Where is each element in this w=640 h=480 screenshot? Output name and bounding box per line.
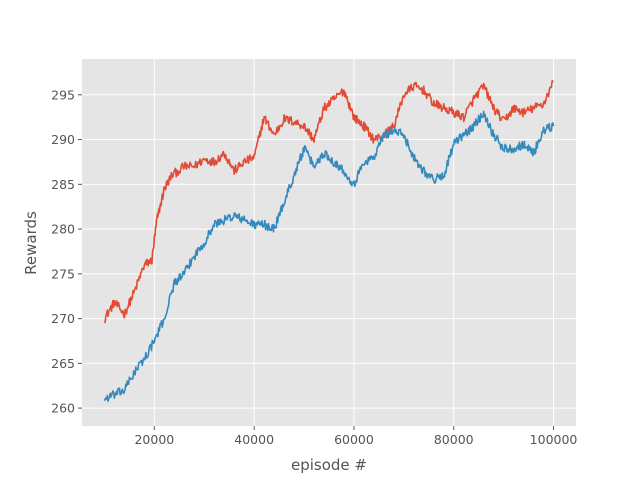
- y-tick-label: 295: [51, 87, 75, 102]
- plot-area-background: [82, 59, 576, 426]
- y-tick-label: 285: [51, 177, 75, 192]
- y-tick-label: 290: [51, 132, 75, 147]
- x-tick-label: 60000: [334, 432, 374, 447]
- x-tick-label: 100000: [530, 432, 578, 447]
- y-tick-label: 260: [51, 401, 75, 416]
- x-tick-label: 40000: [234, 432, 274, 447]
- x-axis-label: episode #: [291, 456, 367, 474]
- series-line-2: [103, 110, 555, 403]
- axis-ticks: 20000 40000 60000 80000 100000 260 265 270 275 28…: [51, 87, 577, 447]
- series-layer: [103, 80, 555, 403]
- y-tick-label: 270: [51, 311, 75, 326]
- x-tick-label: 80000: [434, 432, 474, 447]
- y-tick-label: 280: [51, 222, 75, 237]
- y-tick-label: 265: [51, 356, 75, 371]
- x-tick-label: 20000: [134, 432, 174, 447]
- y-axis-label: Rewards: [22, 211, 40, 275]
- y-tick-label: 275: [51, 266, 75, 281]
- series-line-1: [103, 80, 554, 324]
